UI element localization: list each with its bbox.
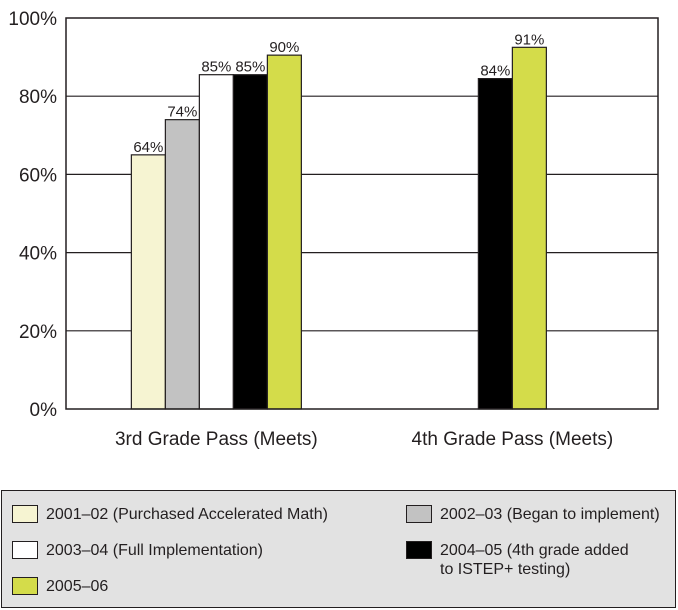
data-label: 64% [133,139,163,156]
bar [198,74,234,410]
legend-label: 2005–06 [46,578,109,595]
y-tick-label: 40% [19,244,57,265]
bar [477,78,513,410]
y-axis-tick-labels: 0% 20% 40% 60% 80% 100% [8,9,57,421]
legend-swatch [12,577,38,595]
legend-label: 2004–05 (4th grade added to ISTEP+ testi… [440,542,629,578]
y-tick-label: 60% [19,165,57,186]
legend-item-2003-04: 2003–04 (Full Implementation) [12,541,263,560]
bar [511,46,547,410]
data-label: 90% [269,39,299,56]
legend-item-2005-06: 2005–06 [12,577,108,596]
data-label: 74% [167,104,197,121]
data-label: 84% [480,63,510,80]
legend-swatch [12,505,38,523]
legend-swatch [406,505,432,523]
plot-frame [65,17,659,410]
x-category-label: 4th Grade Pass (Meets) [412,429,614,450]
data-labels: 64%74%85% 85%90%84%91% [133,31,544,156]
data-label: 85% [235,59,265,76]
y-tick-label: 20% [19,322,57,343]
legend-item-2001-02: 2001–02 (Purchased Accelerated Math) [12,505,328,524]
legend-label: 2001–02 (Purchased Accelerated Math) [46,506,328,523]
bars [130,46,547,410]
bar [164,119,200,410]
bar [232,74,268,410]
x-category-label: 3rd Grade Pass (Meets) [115,429,318,450]
category-labels: 3rd Grade Pass (Meets) 4th Grade Pass (Me… [115,429,613,450]
legend-label: 2002–03 (Began to implement) [440,506,660,523]
data-label: 91% [514,31,544,48]
legend-label: 2003–04 (Full Implementation) [46,542,264,559]
data-label: 85% [201,59,231,76]
y-tick-label: 0% [30,400,58,421]
legend-item-2002-03: 2002–03 (Began to implement) [406,505,660,524]
y-tick-label: 100% [8,9,57,30]
legend-swatch [406,541,432,559]
legend: 2001–02 (Purchased Accelerated Math) 200… [1,490,676,608]
bar-chart: 0%20%40%60%80%100% 64%74%85% 85%90%84%91%… [8,9,659,450]
y-tick-label: 80% [19,87,57,108]
bar [130,154,166,410]
legend-item-2004-05: 2004–05 (4th grade added to ISTEP+ testi… [406,541,629,579]
legend-swatch [12,541,38,559]
bar [266,54,302,410]
